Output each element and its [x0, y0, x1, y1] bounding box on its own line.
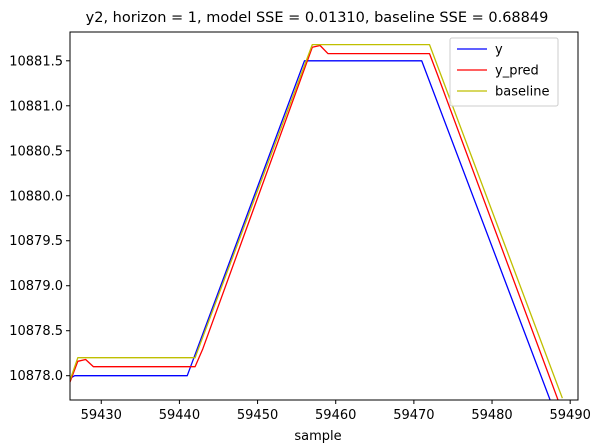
x-tick-label: 59470	[393, 408, 434, 423]
legend-label-baseline: baseline	[495, 85, 549, 100]
x-tick-label: 59430	[81, 408, 122, 423]
x-tick-label: 59440	[159, 408, 200, 423]
y-tick-label: 10880.0	[9, 189, 63, 204]
y-tick-label: 10880.5	[9, 144, 63, 159]
y-tick-label: 10879.0	[9, 279, 63, 294]
y-tick-label: 10881.0	[9, 99, 63, 114]
x-axis-label: sample	[294, 429, 341, 444]
legend: y y_pred baseline	[450, 38, 558, 106]
x-tick-label: 59480	[471, 408, 512, 423]
x-tick-label: 59490	[550, 408, 591, 423]
y-tick-label: 10878.5	[9, 324, 63, 339]
legend-label-y: y	[495, 43, 503, 58]
y-tick-label: 10878.0	[9, 369, 63, 384]
legend-label-y-pred: y_pred	[495, 64, 539, 79]
x-tick-label: 59450	[237, 408, 278, 423]
x-tick-label: 59460	[315, 408, 356, 423]
y-tick-label: 10879.5	[9, 234, 63, 249]
chart-title: y2, horizon = 1, model SSE = 0.01310, ba…	[86, 10, 549, 26]
y-tick-label: 10881.5	[9, 54, 63, 69]
